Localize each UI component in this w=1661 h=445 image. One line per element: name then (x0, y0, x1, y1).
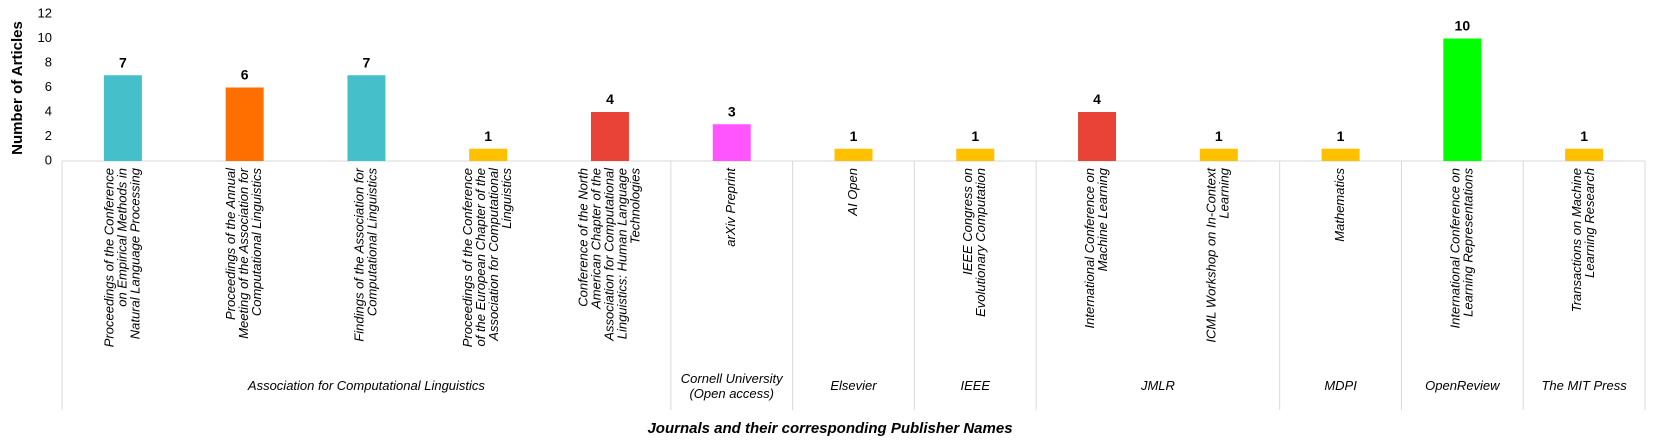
value-label: 6 (241, 67, 249, 83)
group-label: Cornell University (681, 371, 784, 386)
x-tick-label: Proceedings of the Conference (460, 168, 475, 347)
bar (469, 148, 508, 161)
group-label: MDPI (1324, 378, 1357, 393)
x-tick-label: American Chapter of the (588, 168, 603, 310)
y-tick-label: 8 (45, 54, 52, 69)
bar (225, 87, 264, 161)
bar (834, 148, 873, 161)
x-axis-label: Journals and their corresponding Publish… (647, 420, 1012, 437)
bar (1565, 148, 1604, 161)
value-label: 10 (1455, 18, 1471, 34)
x-tick-label: Computational Linguistics (364, 168, 379, 317)
group-label: Elsevier (830, 378, 877, 393)
bar (590, 112, 629, 161)
y-tick-label: 10 (38, 30, 52, 45)
x-tick-label: ICML Workshop on In-Context (1204, 167, 1219, 343)
x-tick-label: Natural Language Processing (127, 167, 142, 339)
x-tick-label: Machine Learning (1095, 167, 1110, 271)
x-tick-label: Linguistics (499, 168, 514, 229)
x-tick-label: Linguistics: Human Language (614, 168, 629, 339)
y-tick-label: 0 (45, 152, 52, 167)
bar (347, 75, 386, 161)
x-tick-label: Proceedings of the Conference (101, 168, 116, 347)
bar (1078, 112, 1117, 161)
x-tick-label: of the European Chapter of the (473, 168, 488, 347)
value-label: 1 (850, 128, 858, 144)
x-tick-label: IEEE Congress on (960, 168, 975, 275)
x-tick-label: Conference of the North (575, 168, 590, 307)
bar (712, 124, 751, 161)
value-label: 1 (484, 128, 492, 144)
y-axis-label: Number of Articles (9, 21, 26, 155)
bar (956, 148, 995, 161)
group-label: (Open access) (689, 386, 774, 401)
x-tick-label: International Conference on (1082, 168, 1097, 328)
group-label: JMLR (1140, 378, 1175, 393)
value-label: 1 (1215, 128, 1223, 144)
group-label: OpenReview (1425, 378, 1501, 393)
group-label: IEEE (960, 378, 990, 393)
x-tick-label: Association for Computational (601, 167, 616, 342)
bar (103, 75, 142, 161)
value-label: 4 (1093, 91, 1101, 107)
x-tick-label: AI Open (845, 168, 860, 217)
bar (1199, 148, 1238, 161)
value-label: 1 (971, 128, 979, 144)
x-tick-label: Technologies (627, 168, 642, 245)
x-tick-label: International Conference on (1447, 168, 1462, 328)
x-tick-label: Transactions on Machine (1569, 168, 1584, 312)
x-tick-label: Learning (1217, 167, 1232, 218)
value-label: 4 (606, 91, 614, 107)
x-tick-label: Association for Computational (486, 167, 501, 342)
x-tick-label: Findings of the Association for (351, 167, 366, 341)
x-tick-label: Mathematics (1332, 168, 1347, 242)
x-tick-label: Meeting of the Association for (236, 167, 251, 338)
value-label: 3 (728, 103, 736, 119)
x-tick-label: on Empirical Methods in (114, 168, 129, 307)
value-label: 7 (363, 54, 371, 70)
x-tick-label: Evolutionary Computation (973, 168, 988, 317)
bar (1443, 38, 1482, 161)
group-label: The MIT Press (1541, 378, 1627, 393)
value-label: 7 (119, 54, 127, 70)
x-tick-label: Learning Research (1582, 168, 1597, 278)
y-tick-label: 2 (45, 128, 52, 143)
y-tick-label: 12 (38, 5, 52, 20)
value-label: 1 (1337, 128, 1345, 144)
bar (1321, 148, 1360, 161)
x-tick-label: Proceedings of the Annual (223, 167, 238, 320)
group-label: Association for Computational Linguistic… (247, 378, 486, 393)
y-tick-label: 6 (45, 79, 52, 94)
x-tick-label: arXiv Preprint (723, 167, 738, 247)
x-tick-label: Computational Linguistics (249, 168, 264, 317)
x-tick-label: Learning Representations (1460, 168, 1475, 317)
value-label: 1 (1580, 128, 1588, 144)
y-tick-label: 4 (45, 103, 52, 118)
